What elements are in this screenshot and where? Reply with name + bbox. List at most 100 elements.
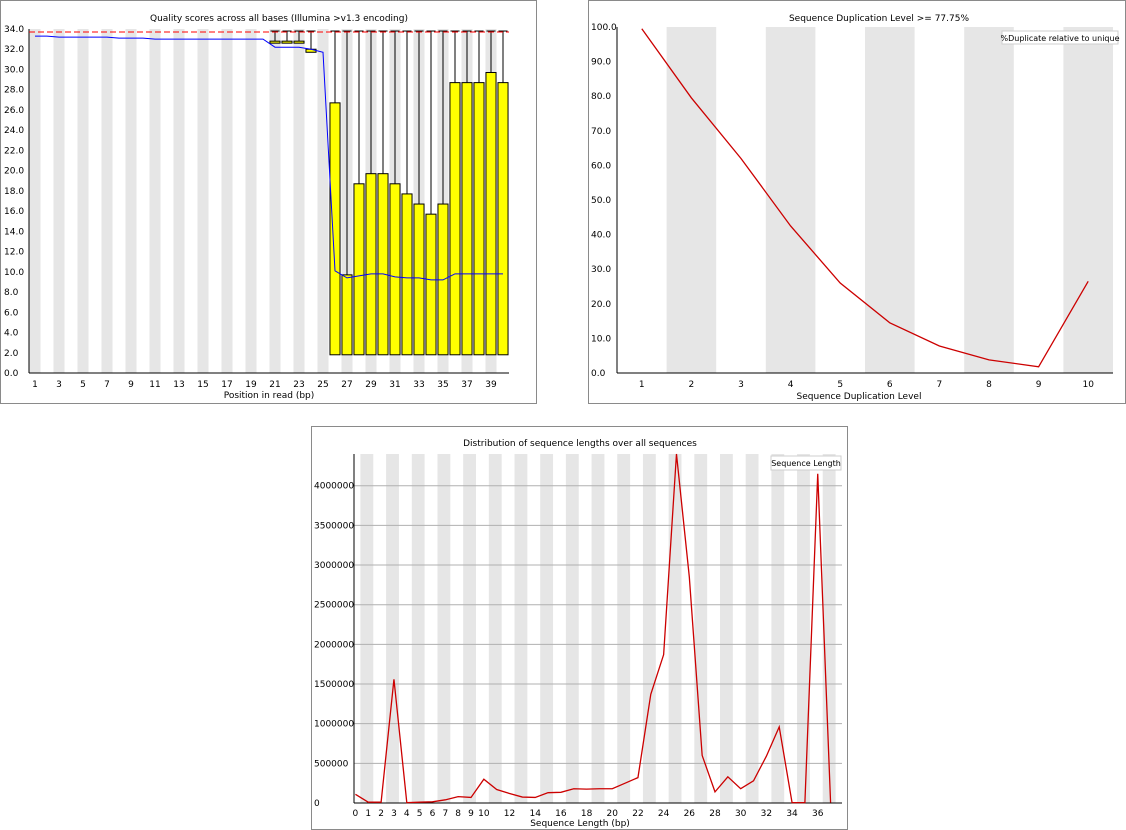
quality-box (485, 72, 497, 356)
y-tick-label: 10.0 (591, 334, 611, 344)
y-tick-label: 500000 (314, 759, 349, 769)
y-tick-label: 28.0 (4, 86, 24, 96)
sequence-length-svg: 0 500000 1000000 1500000 2000000 2500000 30000… (314, 439, 842, 829)
x-tick-label: 9 (468, 809, 474, 819)
background-stripe (591, 454, 605, 803)
y-tick-label: 1000000 (314, 720, 354, 730)
y-tick-label: 70.0 (591, 127, 611, 137)
x-tick-label: 12 (504, 809, 515, 819)
y-tick-label: 26.0 (4, 106, 24, 116)
x-tick-label: 5 (80, 380, 86, 390)
x-tick-label: 30 (735, 809, 747, 819)
x-tick-label: 19 (245, 380, 257, 390)
duplication-level-chart: Sequence Duplication Level >= 77.75% 0.0 1… (588, 0, 1126, 404)
y-tick-label: 2000000 (314, 640, 354, 650)
x-tick-label: 15 (197, 380, 208, 390)
x-tick-label: 8 (455, 809, 461, 819)
quality-box (329, 102, 341, 356)
y-tick-label: 30.0 (4, 65, 24, 75)
background-stripe (411, 454, 425, 803)
x-tick-label: 37 (461, 380, 472, 390)
x-tick-label: 26 (684, 809, 696, 819)
background-stripe (797, 454, 810, 803)
x-tick-label: 9 (1036, 380, 1042, 390)
x-tick-label: 24 (658, 809, 670, 819)
y-tick-label: 16.0 (4, 207, 24, 217)
y-tick-label: 10.0 (4, 268, 24, 278)
quality-box (377, 173, 389, 356)
x-tick-label: 28 (709, 809, 721, 819)
y-tick-label: 60.0 (591, 161, 611, 171)
background-stripe (720, 454, 733, 803)
y-tick-label: 0.0 (4, 369, 19, 379)
background-stripe (514, 454, 528, 803)
background-stripe (617, 454, 631, 803)
x-tick-label: 11 (149, 380, 160, 390)
background-stripe (765, 27, 816, 373)
legend-box (1001, 30, 1119, 45)
duplication-line (641, 28, 1089, 368)
background-stripe (463, 454, 476, 803)
quality-box (293, 40, 305, 44)
y-tick-label: 20.0 (4, 167, 24, 177)
background-stripe (437, 454, 451, 803)
x-tick-label: 1 (32, 380, 38, 390)
x-tick-label: 35 (437, 380, 448, 390)
background-stripe (360, 454, 374, 803)
background-stripe (149, 29, 161, 373)
quality-box (473, 82, 485, 356)
quality-box (401, 193, 413, 356)
y-tick-label: 18.0 (4, 187, 24, 197)
chart-title: Quality scores across all bases (Illumin… (150, 14, 408, 24)
x-tick-label: 29 (365, 380, 377, 390)
quality-box (269, 40, 281, 44)
x-tick-label: 5 (837, 380, 843, 390)
background-stripe (245, 29, 257, 373)
background-stripe (317, 29, 329, 373)
sequence-length-chart: 0 500000 1000000 1500000 2000000 2500000 30000… (311, 426, 848, 830)
x-tick-label: 0 (353, 809, 359, 819)
x-tick-label: 1 (365, 809, 371, 819)
x-tick-label: 14 (529, 809, 541, 819)
quality-scores-svg: Quality scores across all bases (Illumin… (4, 14, 509, 401)
quality-box (413, 203, 425, 356)
x-tick-label: 33 (413, 380, 424, 390)
y-tick-label: 24.0 (4, 126, 24, 136)
legend-label: %Duplicate relative to unique (1001, 34, 1120, 43)
y-tick-label: 0.0 (591, 369, 606, 379)
background-stripe (125, 29, 137, 373)
duplication-level-svg: Sequence Duplication Level >= 77.75% 0.0 1… (591, 14, 1120, 402)
x-tick-label: 36 (812, 809, 824, 819)
x-tick-label: 13 (173, 380, 184, 390)
x-tick-label: 8 (986, 380, 992, 390)
x-tick-label: 10 (1082, 380, 1094, 390)
background-stripe (964, 27, 1014, 373)
background-stripe (101, 29, 113, 373)
x-tick-label: 18 (581, 809, 593, 819)
y-tick-label: 32.0 (4, 45, 24, 55)
quality-box (497, 82, 509, 356)
mean-quality-line (35, 35, 503, 281)
y-tick-label: 20.0 (591, 300, 611, 310)
y-tick-label: 3500000 (314, 521, 354, 531)
background-stripe (565, 454, 579, 803)
background-stripe (29, 29, 41, 373)
quality-box (389, 183, 401, 356)
quality-box (461, 82, 473, 356)
y-tick-label: 22.0 (4, 146, 24, 156)
x-tick-label: 32 (761, 809, 772, 819)
x-tick-label: 17 (221, 380, 232, 390)
y-tick-label: 2500000 (314, 601, 354, 611)
background-stripe (53, 29, 65, 373)
background-stripe (822, 454, 836, 803)
y-tick-label: 12.0 (4, 248, 24, 258)
x-tick-label: 31 (389, 380, 400, 390)
quality-box (425, 213, 437, 356)
y-tick-label: 30.0 (591, 265, 611, 275)
quality-box (365, 173, 377, 356)
x-tick-label: 6 (430, 809, 436, 819)
background-stripe (540, 454, 554, 803)
x-tick-label: 34 (786, 809, 798, 819)
x-tick-label: 16 (555, 809, 567, 819)
background-stripe (221, 29, 233, 373)
